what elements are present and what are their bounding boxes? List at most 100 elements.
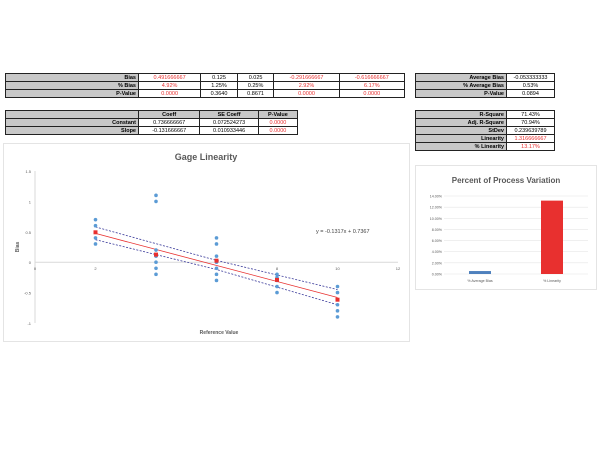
coeff-table: Coeff SE Coeff P-Value Constant 0.736666667 0… [5,110,299,135]
data-point [214,236,219,240]
x-tick-label: 10 [335,266,340,271]
value-cell: -0.131666667 [137,126,201,135]
value-cell: -0.053333333 [506,73,555,82]
x-tick-label: 8 [276,266,279,271]
y-tick-label: -0.5 [24,291,32,296]
data-point [154,248,158,252]
value-cell: -0.616666667 [338,73,406,82]
data-point [214,254,219,258]
data-point [335,290,340,295]
y-tick-label: 6.00% [432,239,443,243]
row-label: Linearity [415,134,507,143]
bar [541,200,563,274]
row-label: P-Value [5,89,139,98]
data-point [335,284,340,289]
value-cell: 0.8671 [236,89,275,98]
value-cell: 1.25% [200,81,238,90]
row-label: Adj. R-Square [415,118,507,127]
mean-point [214,258,219,263]
y-tick-label: 4.00% [432,250,443,254]
y-tick-label: 12.00% [430,206,443,210]
value-cell: 0.010933446 [199,126,259,135]
y-tick-label: 0 [29,260,32,265]
row-label: Average Bias [415,73,507,82]
chart-title: Gage Linearity [175,152,238,162]
row-label: Slope [5,126,139,135]
chart-title: Percent of Process Variation [452,176,561,185]
value-cell: 0.0000 [273,89,340,98]
column-header: SE Coeff [199,110,259,119]
data-point [154,199,158,204]
data-point [154,260,158,264]
trendline-equation: y = -0.1317x + 0.7367 [316,229,370,235]
value-cell: 0.491666667 [137,73,202,82]
data-point [93,236,98,240]
y-tick-label: 14.00% [430,195,443,199]
data-point [214,266,219,271]
value-cell: 0.0000 [137,89,202,98]
row-label: Bias [5,73,139,82]
y-axis-label: Bias [15,242,21,253]
x-tick-label: % Linearity [543,279,561,283]
data-point [154,193,158,198]
value-cell: 0.53% [506,81,555,90]
value-cell: 4.92% [137,81,202,90]
column-header: P-Value [257,110,299,119]
value-cell: 0.25% [236,81,275,90]
value-cell: 0.736666667 [137,118,201,127]
data-point [335,315,340,319]
mean-point [335,297,340,302]
row-label: Constant [5,118,139,127]
y-tick-label: 0.5 [25,230,31,235]
data-point [93,223,98,228]
data-point [275,272,279,277]
row-label: P-Value [415,89,507,98]
data-point [275,284,279,289]
fit-stats-table: R-Square 71.43% Adj. R-Square 70.94% StDev 0.… [415,110,555,151]
average-bias-table: Average Bias -0.053333333% Average Bias 0.… [415,73,555,98]
x-axis-label: Reference Value [200,330,239,336]
value-cell: 0.0000 [257,126,299,135]
mean-point [93,230,98,235]
row-label: % Average Bias [415,81,507,90]
value-cell: 0.125 [200,73,238,82]
data-point [214,272,219,277]
data-point [154,266,158,271]
value-cell: 2.92% [273,81,340,90]
value-cell: 0.0894 [506,89,555,98]
y-tick-label: 1 [29,199,32,204]
value-cell: 0.239639789 [506,126,555,135]
x-tick-label: 12 [396,266,401,271]
value-cell: 13.17% [506,142,555,151]
ci-lower-line [95,239,338,306]
value-cell: 0.0000 [257,118,299,127]
value-cell: 1.316666667 [506,134,555,143]
data-point [335,302,340,307]
data-point [154,272,158,277]
value-cell: 0.0000 [338,89,406,98]
data-point [93,217,98,222]
x-tick-label: 0 [34,266,37,271]
y-tick-label: 8.00% [432,228,443,232]
y-tick-label: 1.5 [25,169,31,174]
value-cell: 0.072524273 [199,118,259,127]
row-label: StDev [415,126,507,135]
data-point [214,278,219,283]
row-label: R-Square [415,110,507,119]
data-point [214,242,219,246]
value-cell: -0.291666667 [273,73,340,82]
data-point [275,290,279,295]
y-tick-label: 0.00% [432,273,443,277]
gage-linearity-chart: Gage Linearity1.510.50-0.5-1024681012Ref… [3,143,410,342]
process-variation-chart: Percent of Process Variation 14.00% 12.00%… [415,165,597,290]
y-tick-label: 10.00% [430,217,443,221]
value-cell: 0.025 [236,73,275,82]
data-point [93,242,98,246]
y-tick-label: 2.00% [432,261,443,265]
row-label: % Linearity [415,142,507,151]
value-cell: 0.3640 [200,89,238,98]
column-header: Coeff [137,110,201,119]
mean-point [275,277,279,282]
y-tick-label: -1 [27,321,31,326]
regression-line [95,233,338,298]
